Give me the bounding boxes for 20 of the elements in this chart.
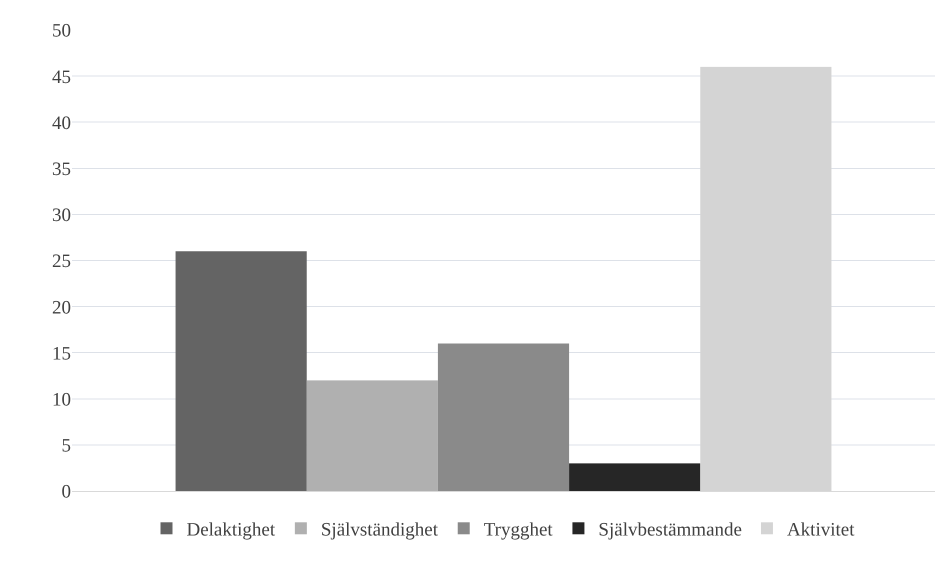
y-tick-label: 25: [52, 251, 71, 272]
y-tick-label: 20: [52, 297, 71, 318]
y-tick-label: 40: [52, 112, 71, 134]
y-tick-label: 50: [52, 20, 71, 42]
y-tick-label: 0: [62, 482, 71, 503]
y-tick-label: 30: [52, 205, 71, 226]
bar: [306, 380, 438, 491]
legend-label: Aktivitet: [786, 520, 856, 541]
bar: [438, 343, 570, 491]
y-tick-label: 15: [52, 343, 71, 364]
legend-label: Trygghet: [484, 520, 554, 541]
legend-label: Självständighet: [320, 520, 439, 541]
y-tick-label: 10: [52, 389, 71, 410]
y-tick-label: 45: [52, 66, 71, 88]
legend-label: Självbestämmande: [598, 520, 742, 541]
bar: [569, 463, 700, 491]
bar: [176, 251, 307, 491]
legend-label: Delaktighet: [186, 520, 276, 541]
y-tick-label: 35: [52, 158, 71, 180]
y-tick-label: 5: [62, 436, 71, 457]
